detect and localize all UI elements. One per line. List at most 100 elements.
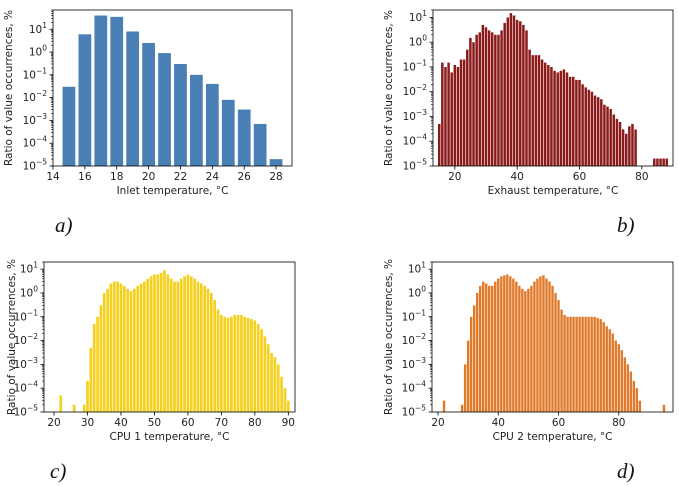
bar xyxy=(463,364,467,412)
bar xyxy=(462,59,466,166)
bar xyxy=(216,309,220,412)
bar xyxy=(524,291,527,412)
bar xyxy=(500,30,503,167)
bar xyxy=(482,281,485,412)
bar xyxy=(441,62,444,166)
x-tick-label: 24 xyxy=(206,171,220,183)
bar xyxy=(527,288,530,412)
bar xyxy=(540,59,544,166)
bar xyxy=(447,62,450,166)
bar xyxy=(494,281,497,412)
bar xyxy=(173,281,176,412)
bar xyxy=(89,347,93,412)
bar xyxy=(158,53,171,167)
bar xyxy=(199,283,203,412)
x-tick-label: 80 xyxy=(635,171,648,183)
bar xyxy=(629,371,633,412)
bar xyxy=(557,300,560,412)
bar xyxy=(490,32,494,166)
bar xyxy=(584,316,587,412)
y-tick-label: 10−2 xyxy=(23,89,48,104)
bar xyxy=(78,34,92,166)
x-tick-label: 40 xyxy=(492,417,505,429)
x-tick-label: 20 xyxy=(431,417,444,429)
bar xyxy=(460,404,464,412)
bar xyxy=(260,329,263,412)
y-tick-label: 10−5 xyxy=(14,404,39,419)
bar xyxy=(635,388,639,412)
bar xyxy=(530,285,533,412)
bar xyxy=(539,276,542,412)
bar xyxy=(491,285,494,412)
y-tick-label: 101 xyxy=(20,261,38,276)
bar xyxy=(572,76,575,166)
bar xyxy=(620,350,623,412)
bar xyxy=(263,336,267,412)
bar xyxy=(590,316,593,412)
y-tick-label: 10−5 xyxy=(402,404,427,419)
bar xyxy=(269,159,283,166)
y-tick-label: 10−4 xyxy=(402,380,427,395)
bar xyxy=(626,364,630,412)
bar xyxy=(273,357,277,412)
bar xyxy=(553,70,556,166)
bar xyxy=(560,309,563,412)
bar xyxy=(205,83,219,166)
bar xyxy=(472,305,476,412)
bar xyxy=(572,316,575,412)
y-tick-label: 10−2 xyxy=(14,332,39,347)
y-tick-label: 101 xyxy=(29,21,47,36)
bar xyxy=(213,300,217,412)
y-tick-label: 10−1 xyxy=(14,308,39,323)
bar xyxy=(628,126,631,166)
bar xyxy=(581,316,584,412)
y-tick-label: 10−1 xyxy=(403,58,428,73)
bar xyxy=(475,34,478,167)
bar xyxy=(599,319,602,412)
x-tick-label: 20 xyxy=(47,417,60,429)
bar xyxy=(176,281,180,412)
panel-label: a) xyxy=(55,213,73,237)
bar xyxy=(631,123,634,166)
bar xyxy=(230,316,233,412)
bar xyxy=(266,344,270,412)
bar xyxy=(156,274,160,412)
bar xyxy=(206,288,210,412)
bar xyxy=(286,400,290,412)
y-tick-label: 10−4 xyxy=(14,380,39,395)
bar xyxy=(186,274,190,412)
y-tick-label: 101 xyxy=(408,261,426,276)
bar xyxy=(280,376,283,412)
x-axis-label: CPU 2 temperature, °C xyxy=(493,431,613,443)
bar xyxy=(246,317,250,412)
bar xyxy=(437,123,441,166)
bar xyxy=(547,65,550,166)
bar xyxy=(600,99,603,166)
bar xyxy=(136,285,140,412)
bar xyxy=(659,158,662,166)
bar xyxy=(525,30,528,167)
bar xyxy=(494,34,497,167)
x-tick-label: 60 xyxy=(181,417,194,429)
bar xyxy=(518,285,521,412)
bar xyxy=(469,37,472,166)
bar xyxy=(72,404,76,412)
bar xyxy=(153,274,156,412)
x-tick-label: 22 xyxy=(174,171,187,183)
bar xyxy=(615,118,619,166)
bar xyxy=(623,357,626,412)
bar xyxy=(253,320,257,412)
bar xyxy=(203,285,206,412)
x-axis-label: Exhaust temperature, °C xyxy=(488,185,619,197)
bar xyxy=(634,129,637,166)
bar xyxy=(193,278,196,412)
bar xyxy=(587,316,590,412)
bar xyxy=(86,381,89,412)
bar xyxy=(146,278,150,412)
bar xyxy=(283,388,287,412)
x-tick-label: 40 xyxy=(510,171,523,183)
bar xyxy=(250,319,253,412)
bar xyxy=(612,114,616,166)
bar xyxy=(94,15,108,167)
bar xyxy=(653,158,656,166)
